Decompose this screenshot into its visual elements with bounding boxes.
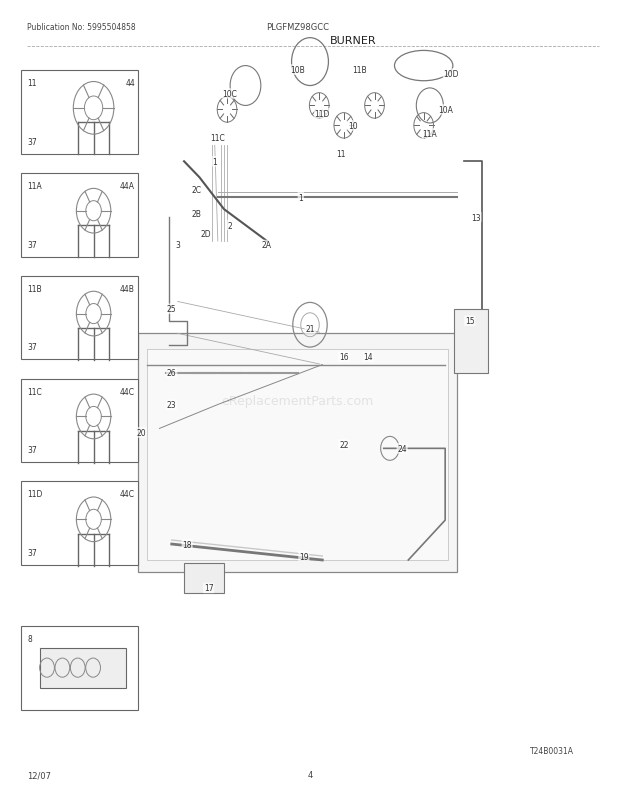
Text: 16: 16 (339, 353, 348, 362)
FancyArrowPatch shape (177, 334, 319, 365)
Text: 26: 26 (167, 369, 177, 378)
Text: 8: 8 (27, 634, 32, 643)
Bar (138, 334, 458, 573)
Bar (454, 310, 488, 373)
Text: 10A: 10A (438, 106, 453, 115)
Text: 11: 11 (27, 79, 37, 88)
Text: 37: 37 (27, 241, 37, 249)
Text: 37: 37 (27, 446, 37, 455)
Text: 11C: 11C (210, 134, 225, 143)
Text: 22: 22 (339, 440, 348, 449)
Text: BURNER: BURNER (330, 36, 376, 47)
Text: 44A: 44A (120, 181, 135, 191)
Text: 17: 17 (204, 584, 213, 593)
Text: 2B: 2B (192, 209, 202, 218)
Text: 21: 21 (305, 325, 315, 334)
Text: 11A: 11A (27, 181, 42, 191)
FancyBboxPatch shape (21, 482, 138, 565)
FancyArrowPatch shape (177, 302, 319, 333)
Text: 44C: 44C (120, 490, 135, 499)
Text: 10B: 10B (290, 66, 305, 75)
Text: 10D: 10D (443, 70, 459, 79)
Text: 11D: 11D (27, 490, 43, 499)
Text: 11: 11 (336, 150, 345, 159)
Text: 11B: 11B (352, 66, 366, 75)
Text: 15: 15 (465, 317, 474, 326)
Text: 25: 25 (167, 305, 177, 314)
FancyBboxPatch shape (21, 173, 138, 257)
Text: 24: 24 (397, 444, 407, 453)
Text: eReplacementParts.com: eReplacementParts.com (221, 395, 374, 407)
Text: 44B: 44B (120, 285, 135, 294)
Text: 11B: 11B (27, 285, 42, 294)
FancyBboxPatch shape (21, 71, 138, 155)
Text: 18: 18 (182, 540, 192, 549)
FancyBboxPatch shape (21, 626, 138, 710)
Text: 37: 37 (27, 138, 37, 147)
Bar (40, 648, 126, 688)
FancyBboxPatch shape (21, 379, 138, 463)
Text: Publication No: 5995504858: Publication No: 5995504858 (27, 22, 136, 31)
Text: 10C: 10C (223, 90, 237, 99)
Text: 2A: 2A (262, 241, 272, 250)
Text: 14: 14 (363, 353, 373, 362)
Text: 3: 3 (175, 241, 180, 250)
Text: 44C: 44C (120, 387, 135, 396)
Bar (147, 349, 448, 561)
Text: 4: 4 (308, 771, 312, 780)
Text: T24B0031A: T24B0031A (530, 747, 574, 755)
Text: 11C: 11C (27, 387, 42, 396)
Text: 37: 37 (27, 549, 37, 557)
Text: 12/07: 12/07 (27, 771, 51, 780)
Text: 11D: 11D (314, 110, 330, 119)
Text: 1: 1 (298, 193, 303, 202)
Text: 2: 2 (228, 221, 232, 230)
Text: 13: 13 (471, 213, 480, 222)
Text: 44: 44 (125, 79, 135, 88)
Text: 11A: 11A (422, 130, 437, 139)
Text: 2C: 2C (192, 185, 202, 194)
Text: 23: 23 (167, 400, 177, 410)
Bar (184, 564, 224, 593)
Text: PLGFMZ98GCC: PLGFMZ98GCC (266, 22, 329, 31)
Text: 19: 19 (299, 552, 309, 561)
Text: 20: 20 (136, 428, 146, 437)
Text: 10: 10 (348, 122, 358, 131)
Text: 37: 37 (27, 343, 37, 352)
FancyBboxPatch shape (21, 277, 138, 360)
Text: 2D: 2D (200, 229, 211, 238)
Text: 1: 1 (213, 157, 217, 167)
